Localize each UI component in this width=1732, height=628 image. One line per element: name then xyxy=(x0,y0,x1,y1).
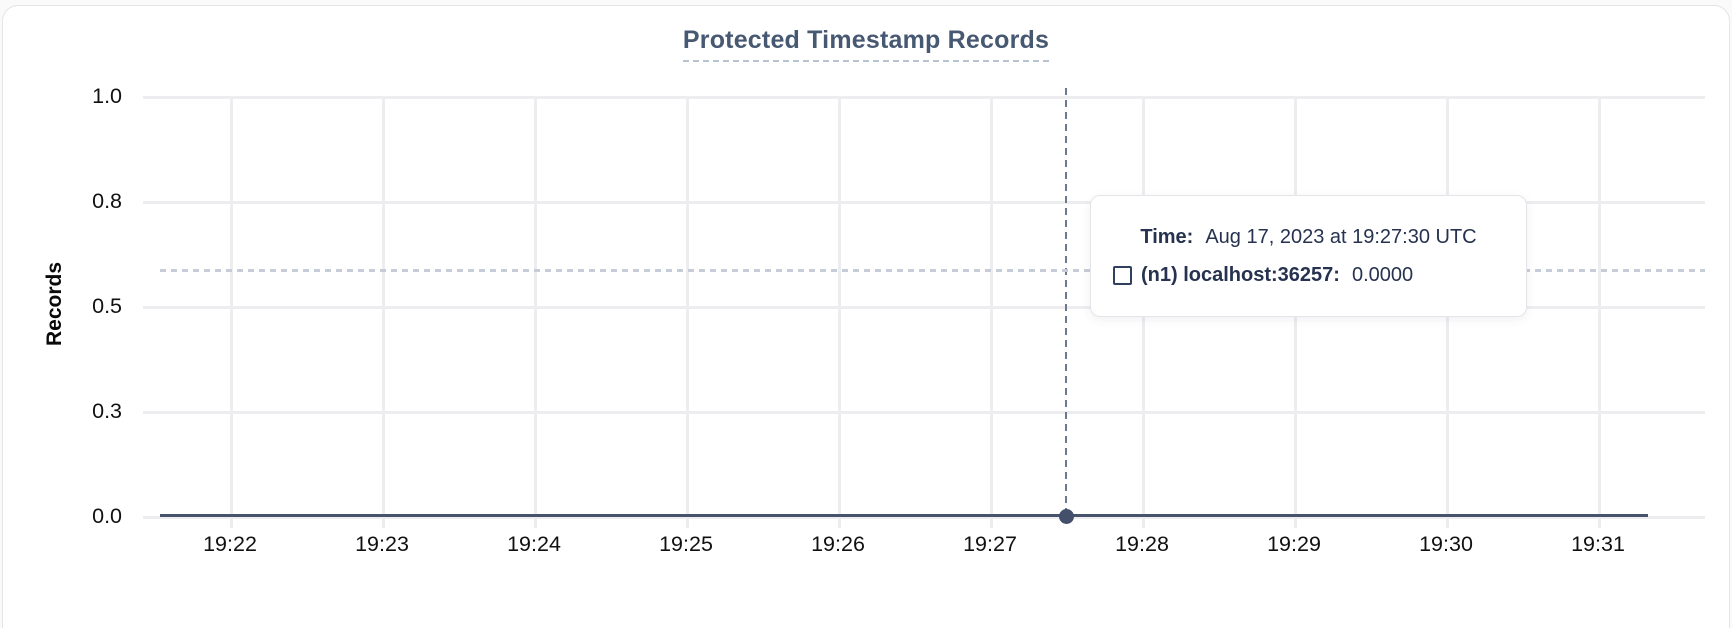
tooltip-series-value: 0.0000 xyxy=(1351,263,1414,286)
tooltip-time-label: Time: xyxy=(1140,225,1194,248)
chart-title-row: Protected Timestamp Records xyxy=(0,26,1732,62)
y-gridline xyxy=(143,516,1705,519)
checkbox-square-icon xyxy=(1113,265,1132,285)
y-gridline xyxy=(143,306,1705,309)
y-tick-label: 0.5 xyxy=(92,294,122,318)
x-tick-label: 19:22 xyxy=(203,532,257,556)
hover-crosshair-vertical xyxy=(1065,88,1067,516)
y-tick-label: 0.0 xyxy=(92,504,122,528)
tooltip-series-row: (n1) localhost:36257: 0.0000 xyxy=(1113,264,1504,287)
x-tick-label: 19:28 xyxy=(1115,532,1169,556)
series-line xyxy=(160,514,1648,517)
x-gridline xyxy=(230,96,233,528)
x-tick-label: 19:23 xyxy=(355,532,409,556)
tooltip-series-label: (n1) localhost:36257: xyxy=(1141,263,1340,286)
y-gridline xyxy=(143,96,1705,99)
chart-title[interactable]: Protected Timestamp Records xyxy=(682,26,1050,62)
hover-tooltip: Time: Aug 17, 2023 at 19:27:30 UTC (n1) … xyxy=(1090,195,1527,317)
x-tick-label: 19:31 xyxy=(1571,532,1625,556)
x-tick-label: 19:24 xyxy=(507,532,561,556)
tooltip-time-value: Aug 17, 2023 at 19:27:30 UTC xyxy=(1205,225,1477,248)
x-gridline xyxy=(686,96,689,528)
x-tick-label: 19:25 xyxy=(659,532,713,556)
y-gridline xyxy=(143,411,1705,414)
x-gridline xyxy=(382,96,385,528)
y-tick-label: 0.8 xyxy=(92,189,122,213)
tooltip-time-row: Time: Aug 17, 2023 at 19:27:30 UTC xyxy=(1113,226,1504,249)
x-tick-label: 19:29 xyxy=(1267,532,1321,556)
x-tick-label: 19:27 xyxy=(963,532,1017,556)
y-axis-title: Records xyxy=(43,261,66,347)
y-tick-label: 1.0 xyxy=(92,84,122,108)
y-tick-label: 0.3 xyxy=(92,399,122,423)
x-tick-label: 19:26 xyxy=(811,532,865,556)
y-gridline xyxy=(143,201,1705,204)
hover-point-marker xyxy=(1059,509,1074,524)
hover-crosshair-horizontal xyxy=(160,269,1705,272)
x-gridline xyxy=(534,96,537,528)
x-tick-label: 19:30 xyxy=(1419,532,1473,556)
x-gridline xyxy=(990,96,993,528)
x-gridline xyxy=(1598,96,1601,528)
x-gridline xyxy=(838,96,841,528)
